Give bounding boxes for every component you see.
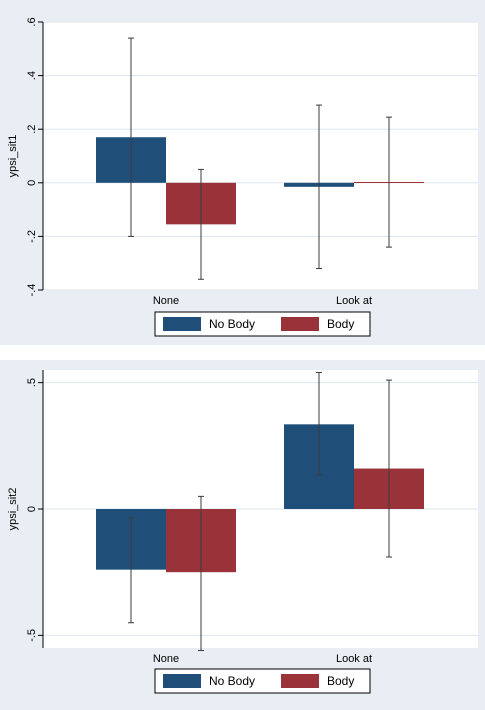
legend-swatch <box>163 674 201 688</box>
y-tick-label: .5 <box>26 378 38 387</box>
y-tick-label: .6 <box>26 17 38 26</box>
x-category-label: None <box>153 653 179 665</box>
x-category-label: Look at <box>336 295 372 307</box>
y-tick-label: 0 <box>26 180 38 186</box>
legend-label: No Body <box>209 317 255 331</box>
y-axis-label: ypsi_sit1 <box>7 135 19 178</box>
x-category-label: Look at <box>336 653 372 665</box>
y-tick-label: .4 <box>26 71 38 80</box>
y-tick-label: 0 <box>26 506 38 512</box>
legend-swatch <box>163 317 201 331</box>
legend-label: Body <box>327 317 354 331</box>
legend-swatch <box>281 674 319 688</box>
legend-label: No Body <box>209 674 255 688</box>
y-axis-label: ypsi_sit2 <box>7 488 19 531</box>
y-tick-label: -.5 <box>26 629 38 642</box>
y-tick-label: .2 <box>26 125 38 134</box>
chart-a: -.4 -.2 0 .2 .4 .6 ypsi_sit1 None Look at No Body… <box>0 0 485 345</box>
chart-b: -.5 0 .5 ypsi_sit2 None Look at No Body Body <box>0 360 485 710</box>
x-category-label: None <box>153 295 179 307</box>
y-tick-label: -.2 <box>26 230 38 243</box>
legend-swatch <box>281 317 319 331</box>
y-tick-label: -.4 <box>26 284 38 297</box>
legend-label: Body <box>327 674 354 688</box>
legend-box <box>154 668 371 694</box>
